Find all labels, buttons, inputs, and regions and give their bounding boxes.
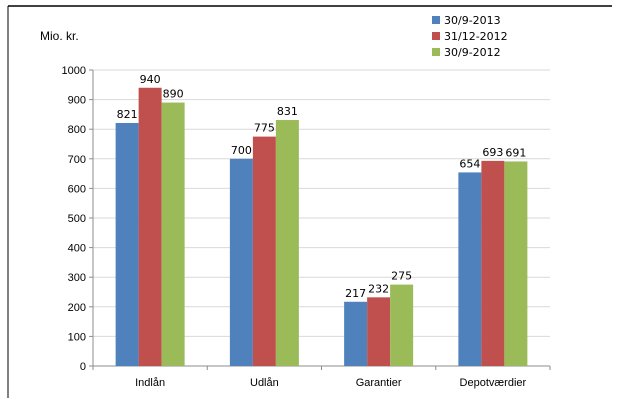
legend-swatch bbox=[432, 16, 440, 24]
y-tick-label: 0 bbox=[80, 361, 86, 373]
y-tick-label: 600 bbox=[68, 183, 86, 195]
bar bbox=[481, 160, 505, 366]
y-tick-label: 200 bbox=[68, 302, 86, 314]
bar bbox=[275, 120, 299, 366]
data-label: 821 bbox=[117, 108, 138, 121]
data-label: 831 bbox=[277, 105, 298, 118]
y-tick-label: 100 bbox=[68, 331, 86, 343]
bars bbox=[115, 87, 528, 366]
x-tick-label: Garantier bbox=[356, 377, 402, 389]
data-label: 693 bbox=[482, 146, 503, 159]
legend-swatch bbox=[432, 32, 440, 40]
data-label: 691 bbox=[505, 146, 526, 159]
bar bbox=[161, 102, 185, 366]
y-tick-label: 700 bbox=[68, 154, 86, 166]
y-tick-label: 1000 bbox=[62, 65, 86, 77]
legend-swatch bbox=[432, 48, 440, 56]
bar bbox=[504, 161, 528, 366]
bar bbox=[229, 158, 253, 366]
x-tick-label: Indlån bbox=[135, 377, 165, 389]
data-label: 775 bbox=[254, 122, 275, 135]
bar bbox=[458, 172, 482, 366]
data-label: 217 bbox=[345, 287, 366, 300]
x-tick-label: Udlån bbox=[250, 377, 279, 389]
bar bbox=[390, 284, 414, 366]
y-tick-label: 800 bbox=[68, 124, 86, 136]
data-label: 232 bbox=[368, 282, 389, 295]
y-unit-label: Mio. kr. bbox=[40, 29, 79, 43]
legend-label: 31/12-2012 bbox=[444, 30, 508, 43]
bar bbox=[252, 136, 276, 366]
x-tick-label: Depotværdier bbox=[460, 377, 527, 389]
y-tick-label: 500 bbox=[68, 213, 86, 225]
legend: 30/9-2013 31/12-2012 30/9-2012 bbox=[432, 14, 508, 59]
legend-label: 30/9-2012 bbox=[444, 46, 501, 59]
legend-label: 30/9-2013 bbox=[444, 14, 501, 27]
bar bbox=[367, 297, 391, 366]
data-label: 654 bbox=[459, 157, 480, 170]
bar bbox=[344, 301, 368, 366]
y-tick-label: 400 bbox=[68, 243, 86, 255]
data-label: 890 bbox=[163, 88, 184, 101]
data-label: 700 bbox=[231, 144, 252, 157]
y-tick-label: 300 bbox=[68, 272, 86, 284]
data-label: 275 bbox=[391, 270, 412, 283]
y-axis-ticks: 0 100 200 300 400 500 600 700 800 900 1000 bbox=[62, 65, 94, 373]
y-tick-label: 900 bbox=[68, 95, 86, 107]
bar bbox=[138, 87, 162, 366]
x-axis-ticks: Indlån Udlån Garantier Depotværdier bbox=[92, 366, 551, 389]
bar bbox=[115, 122, 139, 366]
data-label: 940 bbox=[140, 73, 161, 86]
